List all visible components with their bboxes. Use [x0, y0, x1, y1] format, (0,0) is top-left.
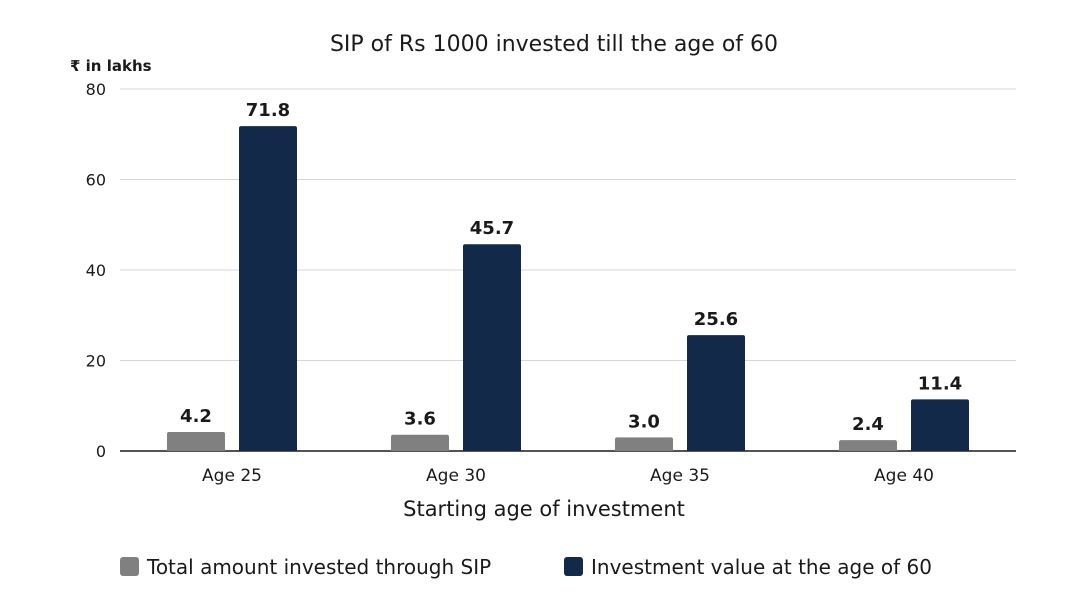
data-label: 11.4	[918, 373, 962, 394]
data-label: 71.8	[246, 100, 290, 121]
data-label: 2.4	[852, 414, 884, 435]
data-label: 3.6	[404, 409, 436, 430]
legend-swatch	[564, 557, 583, 576]
bar-invested-age-35	[615, 437, 673, 451]
y-tick-label: 20	[86, 352, 106, 371]
y-tick-label: 80	[86, 80, 106, 99]
data-label: 3.0	[628, 411, 660, 432]
legend-label: Total amount invested through SIP	[146, 555, 491, 579]
bar-invested-age-25	[167, 431, 225, 451]
bar-value-age-40	[911, 399, 969, 451]
x-tick-label: Age 25	[202, 466, 262, 486]
data-label: 45.7	[470, 218, 514, 239]
x-tick-labels: Age 25 Age 30 Age 35 Age 40	[202, 466, 934, 486]
bar-invested-age-40	[839, 440, 897, 451]
y-tick-label: 0	[96, 442, 106, 461]
bar-value-age-25	[239, 126, 297, 451]
x-tick-label: Age 35	[650, 466, 710, 486]
x-tick-label: Age 40	[874, 466, 934, 486]
y-tick-labels: 0 20 40 60 80	[86, 80, 106, 461]
bars: 4.2 71.8 3.6 45.7 3.0 25.6 2.4 11.4	[167, 100, 969, 451]
legend: Total amount invested through SIP Investm…	[120, 555, 932, 579]
y-tick-label: 60	[86, 171, 106, 190]
chart-title: SIP of Rs 1000 invested till the age of …	[330, 32, 778, 57]
data-label: 25.6	[694, 309, 738, 330]
y-axis-label: ₹ in lakhs	[70, 57, 152, 75]
legend-label: Investment value at the age of 60	[591, 555, 932, 579]
bar-value-age-30	[463, 244, 521, 451]
bar-invested-age-30	[391, 434, 449, 451]
data-label: 4.2	[180, 406, 212, 427]
x-tick-label: Age 30	[426, 466, 486, 486]
legend-swatch	[120, 557, 139, 576]
y-tick-label: 40	[86, 261, 106, 280]
bar-value-age-35	[687, 335, 745, 451]
x-axis-label: Starting age of investment	[403, 497, 685, 521]
